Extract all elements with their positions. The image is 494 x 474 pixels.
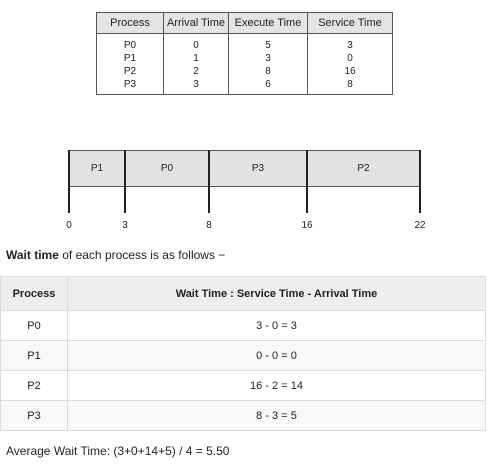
cell-service: 16 (307, 65, 393, 78)
wait-cell-value: 16 - 2 = 14 (67, 370, 486, 401)
table-row: P1 1 3 0 (96, 52, 393, 65)
cell-execute: 8 (228, 65, 308, 78)
intro-rest: of each process is as follows − (58, 248, 226, 262)
gantt-tick-label: 16 (301, 220, 313, 231)
cell-arrival: 3 (163, 78, 229, 95)
cell-arrival: 0 (163, 33, 229, 52)
cell-arrival: 2 (163, 65, 229, 78)
gantt-tick-line (306, 150, 308, 213)
wait-table-header-row: Process Wait Time : Service Time - Arriv… (0, 276, 486, 311)
average-wait-time: Average Wait Time: (3+0+14+5) / 4 = 5.50 (6, 444, 230, 458)
wait-cell-process: P1 (0, 340, 68, 371)
table-row: P2 16 - 2 = 14 (0, 370, 486, 401)
cell-process: P0 (96, 33, 164, 52)
header-process: Process (96, 12, 164, 34)
cell-process: P2 (96, 65, 164, 78)
process-table-header-row: Process Arrival Time Execute Time Servic… (96, 12, 393, 34)
intro-bold: Wait time (6, 248, 59, 262)
wait-cell-process: P3 (0, 400, 68, 431)
wait-cell-process: P0 (0, 310, 68, 341)
gantt-tick-line (419, 150, 421, 213)
header-service-time: Service Time (307, 12, 393, 34)
cell-process: P3 (96, 78, 164, 95)
wait-cell-value: 8 - 3 = 5 (67, 400, 486, 431)
gantt-tick-label: 8 (206, 220, 212, 231)
table-row: P1 0 - 0 = 0 (0, 340, 486, 371)
intro-sentence: Wait time of each process is as follows … (6, 248, 225, 262)
wait-header-formula: Wait Time : Service Time - Arrival Time (67, 276, 486, 311)
gantt-tick-line (208, 150, 210, 213)
cell-execute: 6 (228, 78, 308, 95)
table-row: P3 3 6 8 (96, 78, 393, 95)
wait-cell-value: 3 - 0 = 3 (67, 310, 486, 341)
header-execute-time: Execute Time (228, 12, 308, 34)
cell-process: P1 (96, 52, 164, 65)
cell-execute: 3 (228, 52, 308, 65)
table-row: P0 0 5 3 (96, 33, 393, 52)
cell-service: 0 (307, 52, 393, 65)
gantt-segment-p2: P2 (307, 150, 420, 187)
gantt-tick-line (124, 150, 126, 213)
wait-header-process: Process (0, 276, 68, 311)
cell-execute: 5 (228, 33, 308, 52)
table-row: P0 3 - 0 = 3 (0, 310, 486, 341)
gantt-tick-label: 0 (66, 220, 72, 231)
cell-arrival: 1 (163, 52, 229, 65)
gantt-tick-label: 3 (122, 220, 128, 231)
cell-service: 3 (307, 33, 393, 52)
table-row: P3 8 - 3 = 5 (0, 400, 486, 431)
gantt-tick-label: 22 (414, 220, 426, 231)
process-table: Process Arrival Time Execute Time Servic… (96, 12, 393, 95)
wait-time-table: Process Wait Time : Service Time - Arriv… (0, 276, 486, 431)
header-arrival-time: Arrival Time (163, 12, 229, 34)
table-row: P2 2 8 16 (96, 65, 393, 78)
gantt-segment-p3: P3 (209, 150, 307, 187)
wait-cell-value: 0 - 0 = 0 (67, 340, 486, 371)
gantt-segment-p0: P0 (125, 150, 209, 187)
gantt-segment-p1: P1 (69, 150, 125, 187)
cell-service: 8 (307, 78, 393, 95)
wait-cell-process: P2 (0, 370, 68, 401)
gantt-tick-line (68, 150, 70, 213)
